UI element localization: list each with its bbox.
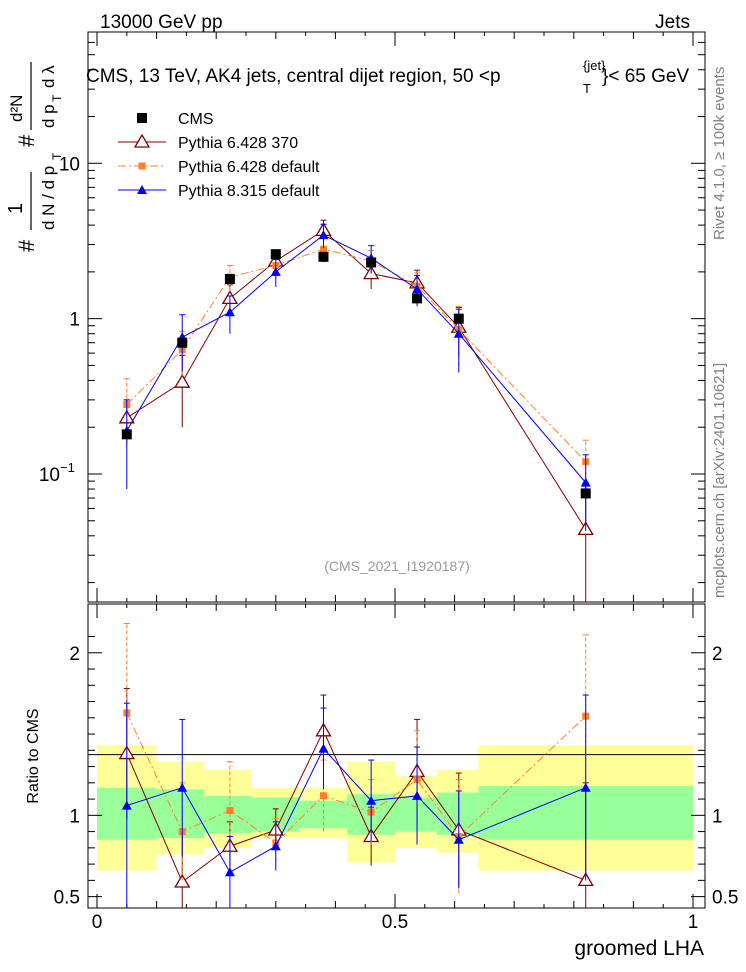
- plot-title: CMS, 13 TeV, AK4 jets, central dijet reg…: [86, 66, 501, 87]
- ylabel-hash: #: [14, 239, 39, 252]
- analysis-watermark: (CMS_2021_I1920187): [324, 558, 470, 574]
- data-point-cms: [224, 273, 235, 284]
- data-point-pythia-6-428-default: [319, 245, 327, 253]
- y-tick-label-main: 1: [69, 310, 80, 331]
- data-point-cms: [412, 293, 423, 304]
- y-tick-label-main: 10: [59, 154, 80, 175]
- y-tick-label-ratio-right: 1: [712, 806, 723, 827]
- ratio-point-pythia-8-315-default: [121, 800, 132, 810]
- x-tick-label: 0.5: [382, 912, 408, 933]
- legend-marker-cms: [137, 113, 147, 123]
- data-point-cms: [270, 249, 281, 260]
- ylabel-one: 1: [5, 203, 27, 214]
- header-left: 13000 GeV pp: [100, 12, 223, 33]
- ratio-point-pythia-8-315-default: [453, 834, 464, 844]
- legend-label-pythia-6-428-default: Pythia 6.428 default: [178, 159, 320, 176]
- plot-title-superscript: {jet}: [583, 58, 606, 73]
- ylabel-T: T: [50, 152, 64, 160]
- data-point-pythia-8-315-default: [580, 477, 591, 487]
- legend-label-pythia-6-428-370: Pythia 6.428 370: [178, 135, 298, 152]
- ratio-point-pythia-6-428-default: [226, 806, 234, 814]
- ratio-plot-frame: [87, 603, 706, 909]
- series-line-pythia-6-428-370: [126, 229, 587, 530]
- ylabel-T2: T: [50, 94, 64, 102]
- ratio-band-green: [204, 795, 252, 834]
- data-point-pythia-8-315-default: [453, 328, 464, 338]
- y-tick-label-ratio: 2: [69, 644, 80, 665]
- legend: CMS Pythia 6.428 370 Pythia 6.428 default P…: [118, 111, 320, 200]
- header-right: Jets: [655, 12, 690, 33]
- data-point-pythia-8-315-default: [270, 266, 281, 276]
- rivet-version-label: Rivet 4.1.0, ≥ 100k events: [711, 67, 728, 240]
- data-point-cms: [121, 429, 132, 440]
- ratio-point-pythia-8-315-default: [318, 743, 329, 753]
- data-point-cms: [318, 251, 329, 262]
- ratio-point-pythia-8-315-default: [177, 782, 188, 792]
- ylabel-d2N: d²N: [7, 95, 26, 122]
- x-tick-label: 0: [92, 912, 103, 933]
- y-tick-label-ratio-right: 0.5: [712, 888, 738, 909]
- data-point-cms: [177, 337, 188, 348]
- data-point-cms: [366, 257, 377, 268]
- ylabel-dpt: d p: [39, 104, 58, 128]
- ratio-uncertainty-bands: [97, 745, 693, 871]
- y-tick-label-ratio-right: 2: [712, 644, 723, 665]
- y-tick-label-ratio: 0.5: [54, 888, 80, 909]
- legend-marker-pythia-6-428-370: [133, 133, 151, 148]
- data-point-pythia-8-315-default: [412, 284, 423, 294]
- main-plot-frame: [87, 31, 706, 603]
- data-point-cms: [580, 488, 591, 499]
- x-tick-label: 1: [688, 912, 699, 933]
- main-series-layer: [118, 219, 594, 602]
- y-tick-label-main-exponent: −1: [60, 460, 75, 475]
- ratio-point-pythia-8-315-default: [412, 790, 423, 800]
- ratio-point-pythia-6-428-default: [319, 792, 327, 800]
- main-y-axis-label: # 1 d N / d p T # d²N d p T d λ: [5, 62, 64, 252]
- ratio-point-pythia-8-315-default: [580, 782, 591, 792]
- ylabel-dN-dpt: d N / d p: [39, 166, 58, 230]
- legend-marker-pythia-8-315-default: [137, 185, 147, 194]
- legend-marker-pythia-6-428-default: [138, 162, 146, 170]
- plot-title-subscript: T: [583, 81, 591, 96]
- data-point-pythia-8-315-default: [318, 230, 329, 240]
- ratio-point-pythia-8-315-default: [366, 795, 377, 805]
- y-tick-label-main: 10: [39, 465, 60, 486]
- y-tick-label-ratio: 1: [69, 806, 80, 827]
- legend-label-cms: CMS: [178, 111, 214, 128]
- x-axis-label: groomed LHA: [574, 937, 704, 960]
- data-point-cms: [453, 313, 464, 324]
- ratio-point-pythia-8-315-default: [224, 867, 235, 877]
- ratio-band-green: [395, 797, 437, 832]
- data-point-pythia-8-315-default: [224, 307, 235, 317]
- plot-title-end: }< 65 GeV: [602, 66, 689, 87]
- mcplots-source-label: mcplots.cern.ch [arXiv:2401.10621]: [711, 363, 728, 598]
- series-line-pythia-6-428-default: [126, 248, 587, 463]
- ratio-point-pythia-6-428-370: [174, 873, 191, 888]
- data-point-pythia-6-428-370: [174, 373, 191, 388]
- ratio-point-pythia-8-315-default: [270, 841, 281, 851]
- ylabel-dlambda: d λ: [39, 65, 58, 88]
- ratio-y-axis-label: Ratio to CMS: [25, 708, 42, 803]
- legend-label-pythia-8-315-default: Pythia 8.315 default: [178, 183, 320, 200]
- ylabel-hash2: #: [14, 134, 39, 147]
- ratio-series-layer: [118, 623, 594, 908]
